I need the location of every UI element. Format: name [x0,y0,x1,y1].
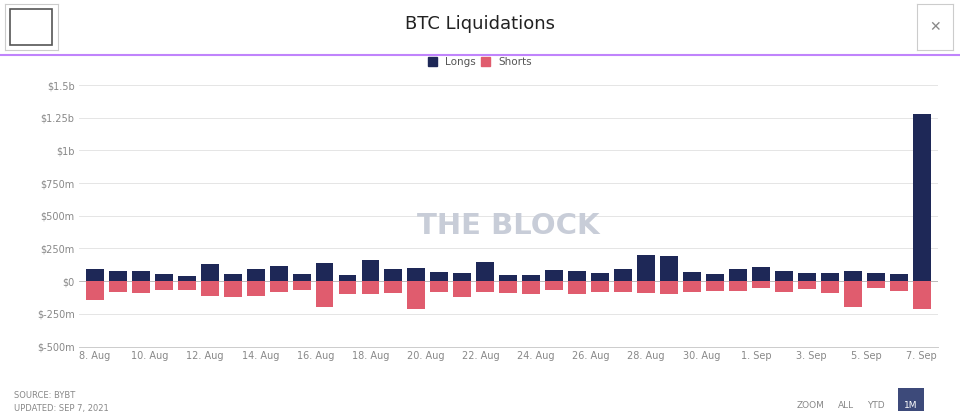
Text: ZOOM: ZOOM [797,401,825,410]
Bar [821,273,839,281]
Bar [453,273,471,281]
Bar [684,281,701,292]
Bar [224,281,242,297]
Bar [707,274,724,281]
Bar [339,275,356,281]
Bar [614,269,632,281]
Bar [453,281,471,297]
Bar [637,255,655,281]
Bar [522,281,540,294]
Bar [270,281,288,292]
Bar [476,261,494,281]
Bar [821,281,839,293]
Bar [844,271,862,281]
Bar [293,274,310,281]
Bar [430,281,448,292]
Text: SOURCE: BYBT
UPDATED: SEP 7, 2021: SOURCE: BYBT UPDATED: SEP 7, 2021 [14,391,109,413]
Bar [407,268,425,281]
Bar [362,281,379,293]
Legend: Longs, Shorts: Longs, Shorts [428,57,532,67]
Bar [775,281,793,292]
Bar [798,273,816,281]
Bar [591,281,610,292]
Bar [316,263,333,281]
Bar [545,270,564,281]
Bar [108,271,127,281]
Bar [752,281,770,288]
Bar [178,281,196,290]
Bar [522,275,540,281]
Text: THE BLOCK: THE BLOCK [417,212,600,240]
Bar [890,281,908,291]
Bar [430,272,448,281]
Text: 1M: 1M [903,401,918,410]
Bar [178,276,196,281]
Text: YTD: YTD [867,401,884,410]
Bar [729,281,747,291]
Bar [85,281,104,300]
Bar [867,273,885,281]
Bar [201,281,219,295]
Text: ✕: ✕ [929,20,941,34]
Bar [545,281,564,290]
Bar [201,264,219,281]
Bar [568,271,587,281]
Bar [913,114,931,281]
Bar [293,281,310,290]
Bar [707,281,724,291]
Bar [775,271,793,281]
Bar [132,281,150,293]
Bar [660,281,678,294]
Bar [499,281,517,293]
Bar [660,256,678,281]
Bar [385,281,402,293]
Bar [729,269,747,281]
Bar [591,273,610,281]
Bar [385,269,402,281]
Text: ALL: ALL [838,401,854,410]
Bar [155,274,173,281]
Bar [499,275,517,281]
Bar [155,281,173,290]
Bar [132,271,150,281]
Bar [844,281,862,307]
Bar [637,281,655,293]
Bar [85,269,104,281]
Bar [247,281,265,296]
Bar [476,281,494,292]
Bar [362,260,379,281]
Bar [270,266,288,281]
Bar [890,274,908,281]
Bar [752,267,770,281]
Bar [224,274,242,281]
Bar [316,281,333,307]
Bar [867,281,885,288]
Bar [247,269,265,281]
Bar [684,272,701,281]
Bar [798,281,816,289]
Bar [913,281,931,309]
Bar [407,281,425,309]
Text: BTC Liquidations: BTC Liquidations [405,15,555,32]
Bar [108,281,127,292]
Bar [339,281,356,294]
Bar [568,281,587,294]
Bar [614,281,632,292]
